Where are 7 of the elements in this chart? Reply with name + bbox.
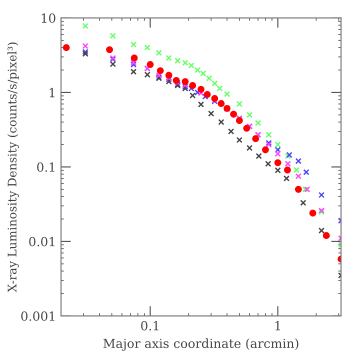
y-tick-label: 0.001 <box>21 311 54 321</box>
x-axis-title: Major axis coordinate (arcmin) <box>103 338 298 351</box>
y-tick-label: 0.01 <box>29 236 54 246</box>
y-tick-label: 0.1 <box>37 162 54 172</box>
y-axis-title: X-ray Luminosity Density (counts/s/pixel³) <box>7 42 19 292</box>
y-tick-label: 10 <box>42 13 56 23</box>
y-tick-label: 1 <box>50 88 54 98</box>
